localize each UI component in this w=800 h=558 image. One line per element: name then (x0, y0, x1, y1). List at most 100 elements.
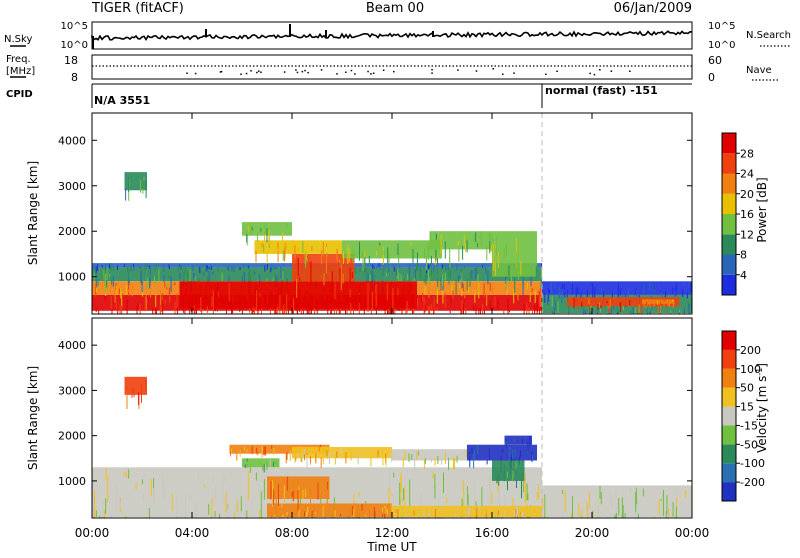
power-streak (180, 265, 182, 269)
power-streak (616, 300, 618, 314)
power-streak (322, 242, 324, 257)
velocity-streak (107, 475, 109, 503)
power-streak (228, 275, 230, 282)
power-streak (233, 266, 235, 273)
power-streak (477, 274, 479, 283)
power-streak (425, 271, 427, 285)
power-streak (307, 308, 309, 314)
power-streak (115, 296, 117, 300)
power-streak (445, 267, 447, 273)
cpid-segment-2: normal (fast) -151 (545, 84, 658, 97)
velocity-streak (658, 499, 660, 514)
power-streak (373, 266, 375, 269)
velocity-streak (454, 458, 456, 462)
power-streak (282, 310, 283, 314)
power-streak (268, 229, 270, 244)
power-streak (463, 303, 464, 314)
velocity-streak (469, 451, 471, 468)
velocity-streak (276, 461, 278, 467)
power-streak (243, 272, 245, 284)
velocity-streak (418, 516, 420, 518)
velocity-streak (425, 450, 426, 461)
power-streak (212, 271, 214, 275)
velocity-streak (418, 450, 419, 456)
power-streak (261, 264, 262, 268)
velocity-colorbar-labels: -200 -100 -50 -15 15 50 100 200 (740, 344, 765, 489)
power-streak (133, 263, 135, 267)
velocity-streak (264, 446, 266, 455)
power-streak (302, 240, 304, 253)
power-streak (198, 278, 200, 282)
power-streak (609, 298, 611, 309)
velocity-streak (214, 486, 216, 502)
velocity-streak (310, 456, 311, 463)
power-region-9 (492, 231, 537, 277)
power-streak (401, 296, 403, 314)
velocity-streak (141, 383, 142, 403)
colorbar-swatch (722, 463, 736, 483)
freq-dot (304, 69, 306, 72)
power-streak (577, 298, 579, 307)
power-streak (371, 291, 373, 309)
power-streak (250, 224, 252, 236)
power-streak (473, 305, 475, 311)
power-streak (163, 275, 165, 282)
power-streak (679, 309, 681, 314)
power-streak (274, 307, 276, 314)
power-streak (657, 300, 659, 305)
power-streak (97, 264, 98, 271)
power-streak (274, 297, 276, 314)
power-streak (297, 248, 299, 253)
power-streak (522, 280, 524, 295)
power-streak (358, 295, 360, 303)
velocity-streak (542, 498, 544, 509)
power-streak (388, 267, 390, 273)
power-streak (666, 303, 668, 309)
velocity-streak (161, 470, 163, 487)
power-streak (421, 295, 423, 303)
power-streak (573, 297, 575, 309)
colorbar-label: 28 (740, 147, 754, 160)
velocity-streak (305, 489, 307, 497)
power-streak (592, 283, 594, 299)
power-streak (155, 294, 157, 308)
velocity-streak (393, 453, 395, 456)
velocity-streak (423, 458, 425, 470)
velocity-streak (393, 516, 395, 518)
power-streak (398, 253, 400, 264)
power-streak (613, 305, 615, 311)
power-streak (457, 275, 459, 283)
velocity-colorbar-swatches (721, 330, 740, 502)
colorbar-label: 12 (740, 228, 754, 241)
velocity-streak (263, 479, 265, 500)
power-streak (653, 303, 655, 307)
velocity-streak (327, 478, 329, 500)
velocity-title-end: ] (755, 363, 769, 368)
velocity-streak (350, 448, 352, 461)
power-streak (669, 303, 670, 307)
power-streak (352, 250, 354, 263)
power-colorbar: 4 8 12 16 20 24 28 Power [dB] (721, 132, 769, 296)
power-streak (538, 290, 540, 295)
power-streak (639, 306, 641, 313)
power-streak (295, 256, 297, 275)
velocity-streak (374, 511, 376, 518)
velocity-streak (275, 496, 277, 517)
power-streak (643, 301, 645, 307)
power-streak (228, 266, 230, 272)
velocity-streak (515, 509, 517, 518)
power-streak (248, 289, 250, 297)
colorbar-swatch (722, 482, 736, 501)
power-streak (638, 304, 640, 314)
velocity-streak (320, 457, 322, 468)
date-title: 06/Jan/2009 (614, 1, 692, 16)
power-streak (306, 291, 307, 296)
velocity-streak (523, 478, 525, 493)
velocity-streak (315, 453, 317, 462)
velocity-streak (320, 494, 322, 504)
freq-dot (260, 71, 262, 73)
power-colorbar-title: Power [dB] (755, 177, 769, 242)
velocity-streak (400, 472, 402, 499)
power-streak (678, 312, 680, 314)
